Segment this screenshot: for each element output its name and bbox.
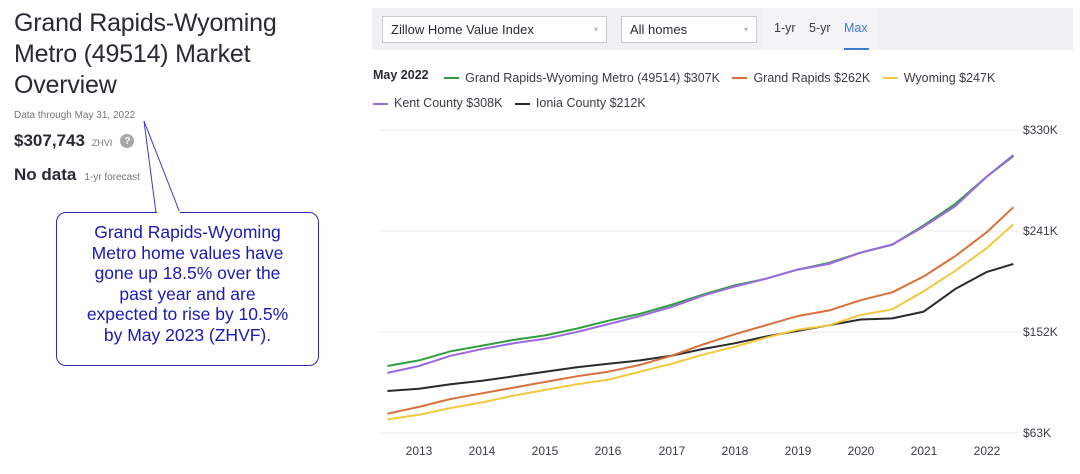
y-tick-label: $63K bbox=[1023, 426, 1052, 440]
callout-text-line: past year and are bbox=[119, 283, 256, 304]
series-line-grand-rapids[interactable] bbox=[387, 206, 1015, 415]
page-title: Grand Rapids-Wyoming Metro (49514) Marke… bbox=[14, 8, 354, 101]
x-tick-label: 2017 bbox=[658, 444, 686, 458]
legend-date: May 2022 bbox=[373, 68, 429, 82]
x-tick-label: 2016 bbox=[594, 444, 622, 458]
forecast-row: No data 1-yr forecast bbox=[14, 165, 354, 185]
metric-select-value: Zillow Home Value Index bbox=[391, 22, 534, 37]
page-title-line: Grand Rapids-Wyoming bbox=[14, 9, 277, 37]
x-tick-label: 2013 bbox=[405, 444, 433, 458]
forecast-value: No data bbox=[14, 165, 77, 184]
page-title-line: Overview bbox=[14, 71, 117, 99]
series-line-ionia-county[interactable] bbox=[387, 262, 1014, 392]
legend-swatch bbox=[373, 102, 388, 105]
legend-swatch bbox=[514, 102, 530, 105]
active-tab-indicator bbox=[844, 48, 869, 50]
legend-swatch bbox=[444, 77, 460, 79]
legend-label: Grand Rapids-Wyoming Metro (49514) $307K bbox=[465, 70, 720, 85]
chevron-down-icon: ▾ bbox=[743, 25, 748, 34]
chart-plot-area[interactable] bbox=[370, 110, 1080, 474]
home-type-select-value: All homes bbox=[630, 22, 688, 37]
legend-swatch bbox=[732, 77, 748, 79]
series-line-grand-rapids-wyoming-metro-49514[interactable] bbox=[387, 155, 1015, 367]
zhvi-row: $307,743 ZHVI ? bbox=[14, 131, 354, 151]
chart-toolbar: Zillow Home Value Index ▾ All homes ▾ 1-… bbox=[372, 8, 1073, 50]
x-tick-label: 2015 bbox=[531, 444, 559, 458]
legend-label: Ionia County $212K bbox=[535, 96, 646, 110]
y-tick-label: $330K bbox=[1023, 123, 1058, 137]
zhvi-label: ZHVI bbox=[91, 137, 113, 148]
home-type-select[interactable]: All homes ▾ bbox=[621, 16, 757, 43]
legend-item-metro[interactable]: Grand Rapids-Wyoming Metro (49514) $307K bbox=[444, 67, 720, 90]
chart-legend: May 2022 Grand Rapids-Wyoming Metro (495… bbox=[373, 64, 1073, 115]
tab-5yr[interactable]: 5-yr bbox=[809, 21, 831, 35]
callout-text-line: Metro home values have bbox=[91, 242, 284, 263]
help-icon[interactable]: ? bbox=[120, 134, 135, 148]
metric-select[interactable]: Zillow Home Value Index ▾ bbox=[382, 16, 607, 43]
callout-pointer-gap bbox=[157, 211, 180, 215]
x-tick-label: 2019 bbox=[784, 444, 812, 458]
x-tick-label: 2018 bbox=[721, 444, 749, 458]
legend-swatch bbox=[882, 77, 898, 79]
legend-item-kent-county[interactable]: Kent County $308K bbox=[373, 92, 502, 115]
tab-1yr[interactable]: 1-yr bbox=[774, 21, 796, 35]
zhvi-value: $307,743 bbox=[14, 131, 85, 150]
legend-label: Grand Rapids $262K bbox=[753, 70, 871, 85]
home-value-chart[interactable]: $330K $241K $152K $63K 2013 2014 2015 20… bbox=[370, 110, 1080, 474]
callout-text-line: gone up 18.5% over the bbox=[94, 263, 281, 283]
legend-label: Wyoming $247K bbox=[903, 70, 996, 85]
y-tick-label: $152K bbox=[1023, 325, 1058, 339]
forecast-label: 1-yr forecast bbox=[84, 172, 140, 183]
data-through-date: Data through May 31, 2022 bbox=[14, 110, 136, 121]
tab-max[interactable]: Max bbox=[844, 21, 868, 35]
callout-text-line: Grand Rapids-Wyoming bbox=[94, 222, 281, 242]
callout-text-line: expected to rise by 10.5% bbox=[86, 304, 289, 324]
chevron-down-icon: ▾ bbox=[593, 25, 598, 34]
callout-text-line: by May 2023 (ZHVF). bbox=[103, 324, 272, 345]
x-tick-label: 2014 bbox=[468, 444, 496, 458]
x-tick-label: 2022 bbox=[973, 444, 1001, 458]
range-tabs: 1-yr 5-yr Max bbox=[763, 8, 878, 50]
legend-item-ionia-county[interactable]: Ionia County $212K bbox=[514, 92, 646, 115]
overview-panel: Grand Rapids-Wyoming Metro (49514) Marke… bbox=[14, 8, 354, 185]
page-title-line: Metro (49514) Market bbox=[14, 40, 251, 68]
x-tick-label: 2020 bbox=[847, 444, 875, 458]
legend-label: Kent County $308K bbox=[394, 96, 503, 110]
series-line-kent-county[interactable] bbox=[387, 154, 1015, 374]
legend-item-wyoming[interactable]: Wyoming $247K bbox=[882, 67, 996, 90]
y-tick-label: $241K bbox=[1023, 224, 1058, 238]
series-line-wyoming[interactable] bbox=[387, 223, 1015, 421]
x-tick-label: 2021 bbox=[910, 444, 938, 458]
legend-item-grand-rapids[interactable]: Grand Rapids $262K bbox=[732, 67, 870, 90]
annotation-callout: Grand Rapids-Wyoming Metro home values h… bbox=[56, 212, 319, 366]
